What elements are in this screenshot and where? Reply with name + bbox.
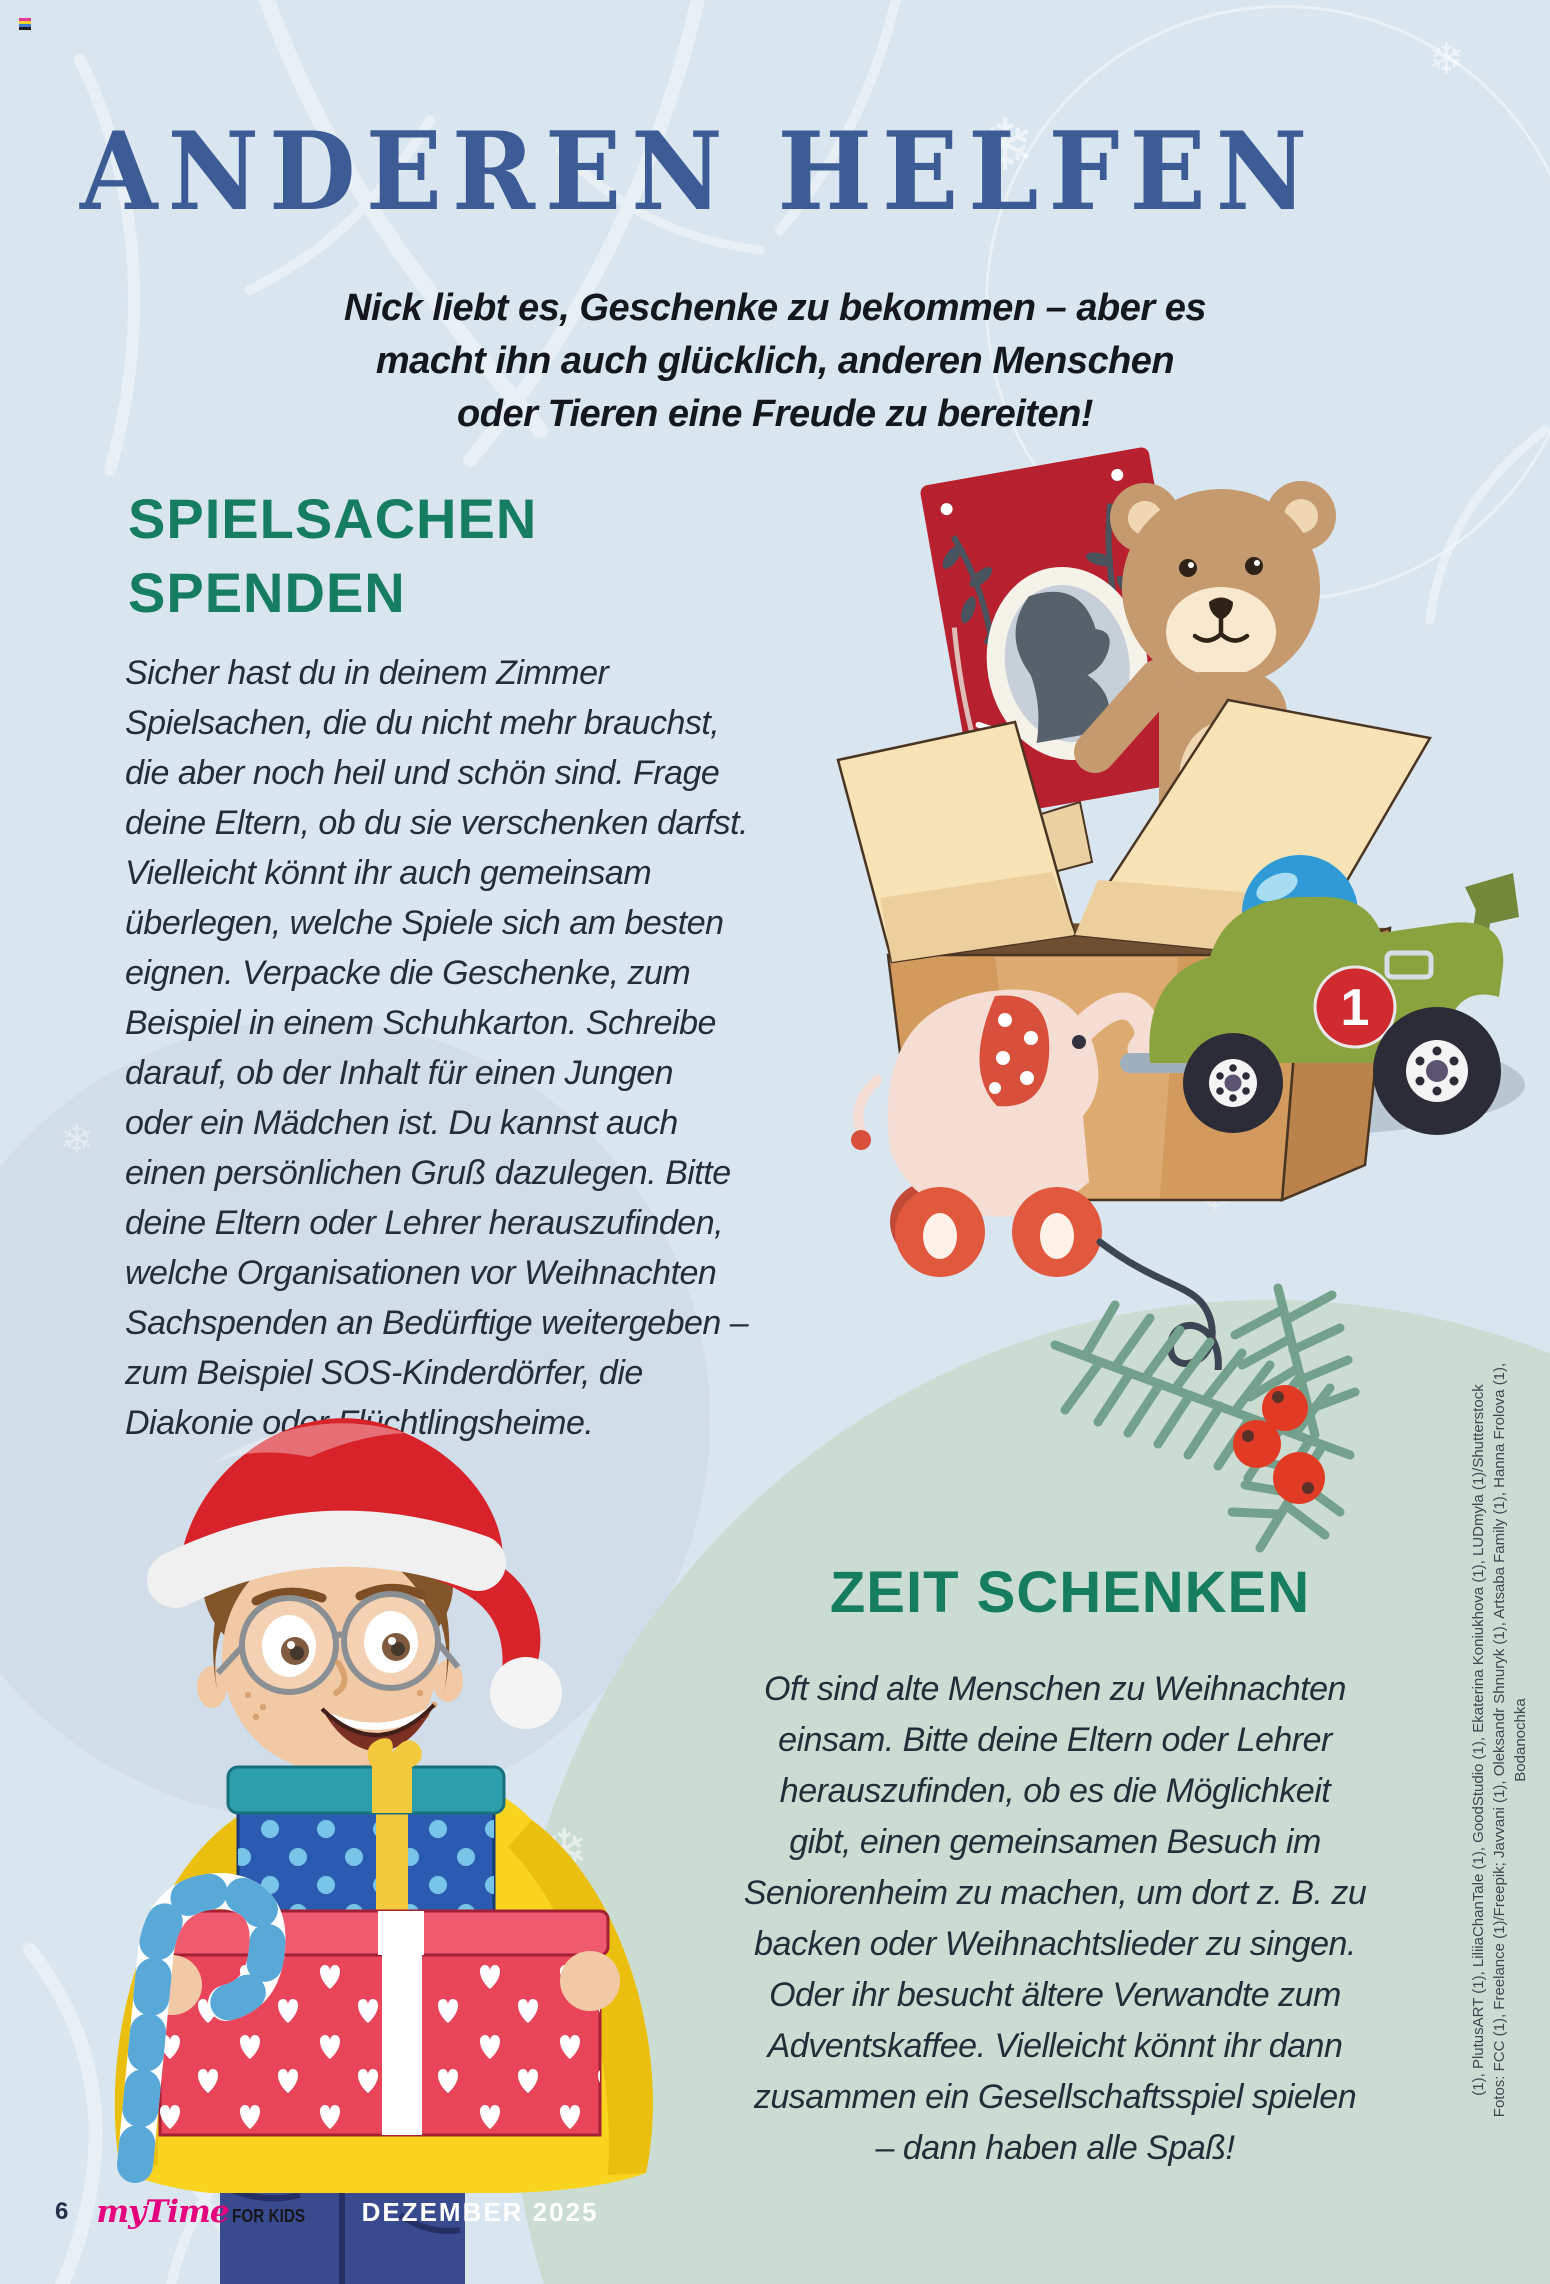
section-body-zeit-schenken: Oft sind alte Menschen zu Weihnachten ei… [743, 1670, 1367, 2167]
boy-with-gifts-illustration [114, 1418, 653, 2284]
hat-fur-band [147, 1510, 506, 1608]
race-car-number: 1 [1341, 979, 1370, 1037]
nose [333, 1660, 348, 1696]
print-registration-mark-icon [19, 18, 31, 30]
intro-paragraph: Nick liebt es, Geschenke zu bekommen – a… [344, 287, 1206, 435]
candy-cane [117, 1872, 286, 2183]
snowflake-icon: ❄ [1428, 35, 1465, 84]
photo-credits: (1), PlutusART (1), LiliiaChanTale (1), … [1468, 1325, 1529, 2155]
glasses [215, 1591, 461, 1695]
eyebrows [251, 1583, 427, 1606]
blue-gift [226, 1738, 506, 1918]
magazine-logo-script: myTime [96, 2194, 229, 2230]
page-number: 6 [55, 2198, 69, 2225]
mouth [320, 1703, 436, 1752]
section-heading-spielsachen-spenden: SPIELSACHEN SPENDEN [128, 487, 538, 624]
rear-wheel [1373, 1007, 1501, 1135]
eyes [262, 1611, 418, 1677]
fir-branch-illustration [1050, 1283, 1360, 1553]
front-wheel [1183, 1033, 1283, 1133]
race-number-badge [1313, 965, 1397, 1049]
photo-credits-line2: (1), PlutusART (1), LiliiaChanTale (1), … [1470, 1384, 1487, 2096]
hat-pompom [490, 1657, 562, 1729]
holly-berries [1233, 1385, 1325, 1504]
right-hand [560, 1951, 620, 2011]
santa-hat [147, 1418, 562, 1729]
footer: 6 myTime FOR KIDS DEZEMBER 2025 [55, 2194, 599, 2230]
issue-date: DEZEMBER 2025 [361, 2196, 599, 2227]
heart-gift [150, 1909, 610, 2137]
race-car: 1 [1120, 855, 1519, 1135]
snowflake-icon: ❄ [60, 1118, 94, 1162]
cameo-silhouette [1015, 591, 1110, 744]
section-heading-zeit-schenken: ZEIT SCHENKEN [829, 1560, 1311, 1625]
magazine-logo: myTime FOR KIDS [96, 2194, 317, 2230]
page-title: ANDEREN HELFEN [80, 107, 1318, 236]
elephant-pull-toy [851, 989, 1222, 1370]
magazine-logo-suffix: FOR KIDS [231, 2206, 305, 2226]
photo-credits-line1: Fotos: FCC (1), Freelance (1)/Freepik; J… [1491, 1362, 1529, 2118]
snowflake-icon: ❄ [975, 106, 1036, 186]
section-body-spielsachen-spenden: Sicher hast du in deinem Zimmer Spielsac… [125, 654, 749, 1442]
toy-box-illustration: 1 [836, 447, 1525, 1370]
